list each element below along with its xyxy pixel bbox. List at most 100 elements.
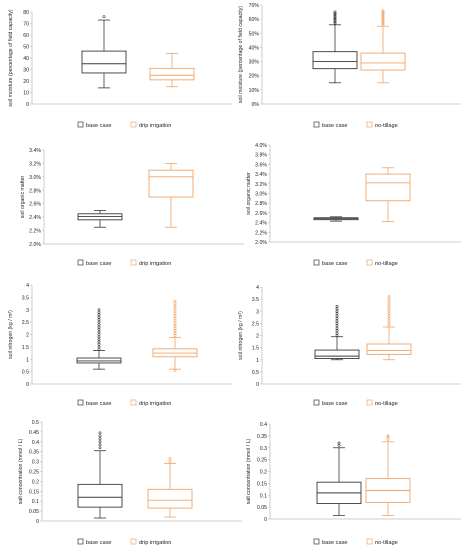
box-series-treatment — [365, 167, 411, 223]
y-tick-label: 2.6% — [255, 211, 267, 217]
legend-swatch — [77, 538, 84, 545]
outlier-point — [173, 329, 177, 333]
legend: base case drip irrigation — [77, 121, 171, 129]
legend-label: no-tillage — [375, 123, 398, 129]
outlier-point — [173, 319, 177, 323]
y-tick-label: 0 — [256, 382, 259, 388]
y-tick-label: 3.4% — [29, 148, 41, 154]
y-tick-label: 0.5 — [252, 370, 259, 376]
outlier-point — [168, 457, 172, 461]
legend-label: drip irrigation — [139, 123, 171, 129]
y-tick-label: 0.2 — [260, 470, 267, 476]
y-tick-label: 80 — [23, 10, 29, 16]
y-tick-label: 3.5 — [22, 295, 29, 301]
iqr-box — [76, 357, 122, 364]
y-tick-label: 4 — [26, 283, 29, 289]
outlier-point — [333, 10, 337, 14]
outlier-point — [387, 324, 391, 328]
iqr-box — [360, 52, 406, 71]
y-tick-label: 2.6% — [29, 202, 41, 208]
y-tick-label: 20% — [249, 74, 260, 80]
outlier-point — [381, 19, 385, 22]
outlier-point — [173, 299, 177, 303]
outlier-point — [333, 21, 337, 25]
legend-label: base case — [322, 540, 348, 546]
y-tick-label: 70% — [249, 3, 260, 9]
legend-swatch — [366, 121, 373, 128]
y-tick-label: 10 — [23, 91, 29, 97]
outlier-point — [333, 13, 337, 17]
y-tick-label: 2.4% — [29, 215, 41, 221]
legend-label: no-tillage — [375, 401, 398, 407]
legend-swatch — [130, 538, 137, 545]
outlier-point — [335, 326, 339, 330]
outlier-point — [333, 19, 337, 22]
outlier-point — [168, 460, 172, 464]
outlier-point — [335, 314, 339, 318]
outlier-point — [381, 20, 385, 24]
outlier-point — [98, 434, 102, 438]
legend-swatch — [130, 121, 137, 128]
box-series-treatment — [366, 295, 412, 361]
box-series-treatment — [152, 299, 198, 372]
outlier-point — [173, 324, 177, 328]
legend-label: base case — [322, 261, 348, 267]
y-tick-label: 3.2% — [29, 161, 41, 167]
y-tick-label: 0.25 — [29, 470, 39, 476]
outlier-point — [337, 441, 341, 445]
outlier-point — [173, 317, 177, 320]
outlier-point — [173, 368, 177, 372]
legend: base case drip irrigation — [77, 399, 171, 407]
y-tick-label: 0.15 — [257, 481, 267, 487]
y-tick-label: 50 — [23, 45, 29, 51]
y-tick-label: 0.2 — [32, 479, 39, 485]
outlier-point — [335, 321, 339, 325]
y-tick-label: 2.5 — [22, 320, 29, 326]
chart-panel-4: 2.0% 2.2% 2.4% 2.6% 2.8% 3.0% 3.2% 3.4% 3.6% 3.8%… — [246, 143, 461, 267]
legend-swatch — [366, 538, 373, 545]
y-tick-label: 1 — [256, 358, 259, 364]
legend-swatch — [77, 259, 84, 266]
outlier-point — [335, 319, 339, 323]
outlier-point — [381, 14, 385, 18]
legend-label: base case — [86, 261, 112, 267]
y-tick-label: 10% — [249, 88, 260, 94]
legend-label: base case — [86, 540, 112, 546]
outlier-point — [97, 318, 101, 322]
outlier-point — [173, 314, 177, 318]
y-tick-label: 0 — [36, 519, 39, 525]
outlier-point — [335, 331, 339, 335]
chart-panel-6: 0 0.5 1 1.5 2 2.5 3 3.5 4 soil nitrogen (kg / m²)… — [238, 285, 461, 407]
outlier-point — [387, 309, 391, 313]
y-tick-label: 3 — [256, 309, 259, 315]
outlier-point — [335, 324, 339, 328]
iqr-box — [148, 169, 194, 198]
y-tick-label: 2.8% — [29, 188, 41, 194]
legend-swatch — [77, 121, 84, 128]
chart-panel-5: 0 0.5 1 1.5 2 2.5 3 3.5 4 soil nitrogen (kg / m²)… — [8, 283, 232, 407]
y-tick-label: 0 — [26, 382, 29, 388]
iqr-box — [312, 51, 358, 70]
y-tick-label: 1 — [26, 357, 29, 363]
outlier-point — [97, 342, 101, 346]
legend-label: no-tillage — [375, 540, 398, 546]
y-axis-label: salt concentration (mmol / L) — [246, 439, 252, 505]
chart-panel-8: 0 0.05 0.1 0.15 0.2 0.25 0.3 0.35 0.4 salt concen… — [246, 422, 461, 546]
outlier-point — [333, 17, 337, 21]
outlier-point — [333, 12, 337, 15]
outlier-point — [97, 313, 101, 317]
outlier-point — [98, 446, 102, 450]
y-axis-label: soil nitrogen (kg / m²) — [238, 311, 244, 360]
y-tick-label: 0.05 — [29, 509, 39, 515]
legend: base case drip irrigation — [77, 259, 171, 267]
outlier-point — [98, 440, 102, 444]
outlier-point — [173, 304, 177, 308]
outlier-point — [97, 338, 101, 341]
y-tick-label: 2 — [26, 333, 29, 339]
legend-swatch — [366, 399, 373, 406]
y-tick-label: 2.2% — [255, 230, 267, 236]
outlier-point — [97, 347, 101, 351]
outlier-point — [381, 10, 385, 14]
box-series-base-case — [316, 441, 362, 516]
y-tick-label: 0.4 — [260, 422, 267, 428]
